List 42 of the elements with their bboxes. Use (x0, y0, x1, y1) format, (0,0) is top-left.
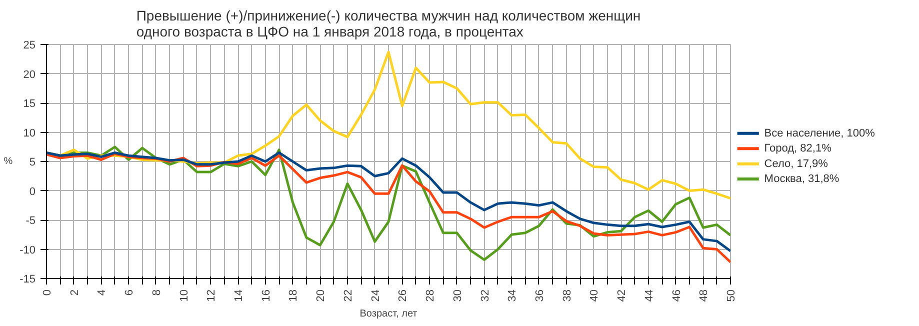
x-tick-label: 44 (643, 289, 656, 302)
x-tick-label: 36 (534, 289, 546, 302)
x-tick-label: 26 (397, 289, 410, 302)
legend-label: Москва, 31,8% (764, 173, 840, 186)
y-tick-label: 5 (29, 156, 36, 168)
legend-label: Село, 17,9% (764, 158, 828, 170)
x-axis-title: Возраст, лет (360, 308, 418, 320)
x-tick-label: 40 (588, 289, 601, 302)
x-tick-label: 28 (424, 289, 437, 302)
x-tick-label: 8 (150, 289, 163, 296)
legend-label: Все население, 100% (764, 127, 876, 140)
x-tick-label: 0 (42, 289, 54, 296)
x-tick-label: 32 (479, 289, 492, 302)
y-tick-label: -15 (20, 274, 36, 286)
x-tick-label: 50 (726, 289, 738, 302)
x-tick-label: 34 (506, 289, 519, 302)
x-tick-label: 24 (370, 289, 382, 302)
x-tick-label: 16 (260, 289, 272, 302)
x-tick-label: 30 (452, 289, 464, 302)
y-axis-title: % (4, 156, 13, 167)
y-tick-label: 20 (23, 68, 36, 81)
x-tick-label: 6 (124, 289, 136, 296)
y-tick-label: -5 (26, 215, 36, 227)
legend-label: Город, 82,1% (764, 142, 832, 155)
x-tick-label: 4 (96, 289, 108, 296)
y-tick-label: 15 (23, 98, 36, 110)
chart-title: Превышение (+)/принижение(-) количества мужчин над количеством женщин одного возраста в ЦФО на 1 января 2018 года, в процентах (136, 8, 641, 40)
x-tick-label: 18 (288, 289, 300, 302)
x-tick-label: 14 (233, 289, 246, 302)
y-tick-label: -10 (20, 244, 36, 256)
y-tick-label: 25 (23, 40, 36, 52)
x-tick-label: 2 (68, 289, 81, 296)
y-tick-label: 0 (29, 186, 36, 198)
y-tick-label: 10 (23, 127, 36, 140)
x-tick-label: 46 (670, 289, 683, 302)
x-tick-label: 48 (698, 289, 710, 302)
x-tick-label: 12 (206, 289, 218, 302)
x-tick-label: 10 (178, 289, 190, 302)
x-tick-label: 42 (616, 289, 628, 302)
x-tick-label: 22 (342, 289, 354, 302)
x-tick-label: 38 (561, 289, 574, 302)
x-tick-label: 20 (315, 289, 328, 302)
